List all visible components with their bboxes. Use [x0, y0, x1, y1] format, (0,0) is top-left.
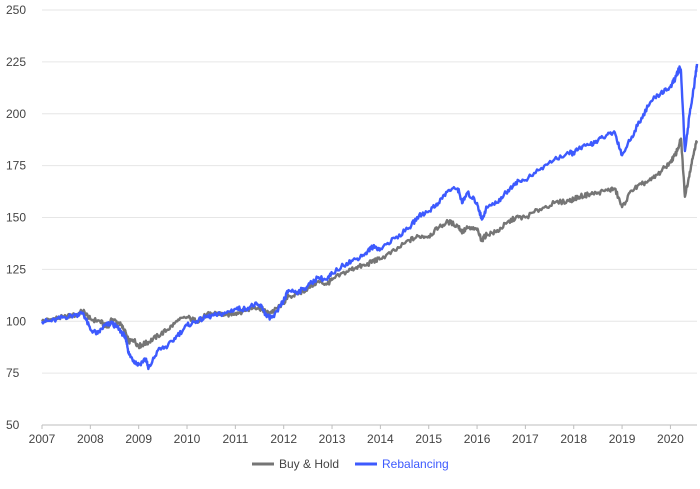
gridlines — [42, 9, 697, 426]
legend-label: Rebalancing — [382, 457, 449, 471]
series-lines — [40, 63, 699, 371]
x-tick-label: 2012 — [270, 432, 297, 446]
x-tick-label: 2008 — [77, 432, 104, 446]
x-tick-label: 2010 — [174, 432, 201, 446]
y-tick-label: 250 — [6, 3, 26, 17]
axes: 50 75 100 125 150 175 200 225 250 2007 2008 2009 201… — [6, 3, 684, 446]
x-tick-label: 2016 — [464, 432, 491, 446]
y-tick-label: 50 — [6, 418, 20, 432]
x-tick-label: 2011 — [222, 432, 248, 446]
series-line-buy-hold — [41, 137, 699, 350]
x-tick-label: 2007 — [29, 432, 56, 446]
legend-label: Buy & Hold — [279, 457, 339, 471]
legend: Buy & Hold Rebalancing — [252, 457, 449, 471]
x-tick-label: 2014 — [367, 432, 394, 446]
x-tick-label: 2013 — [319, 432, 346, 446]
x-tick-label: 2015 — [415, 432, 442, 446]
y-tick-label: 225 — [6, 55, 26, 69]
x-tick-label: 2018 — [560, 432, 587, 446]
y-tick-label: 200 — [6, 107, 26, 121]
y-tick-label: 100 — [6, 314, 26, 328]
y-tick-label: 150 — [6, 211, 26, 225]
y-tick-label: 125 — [6, 262, 26, 276]
x-tick-label: 2009 — [125, 432, 152, 446]
x-tick-label: 2020 — [657, 432, 684, 446]
y-tick-label: 75 — [6, 366, 20, 380]
y-tick-label: 175 — [6, 159, 26, 173]
x-tick-label: 2017 — [512, 432, 539, 446]
series-line-rebalancing — [40, 63, 699, 371]
x-tick-label: 2019 — [609, 432, 636, 446]
